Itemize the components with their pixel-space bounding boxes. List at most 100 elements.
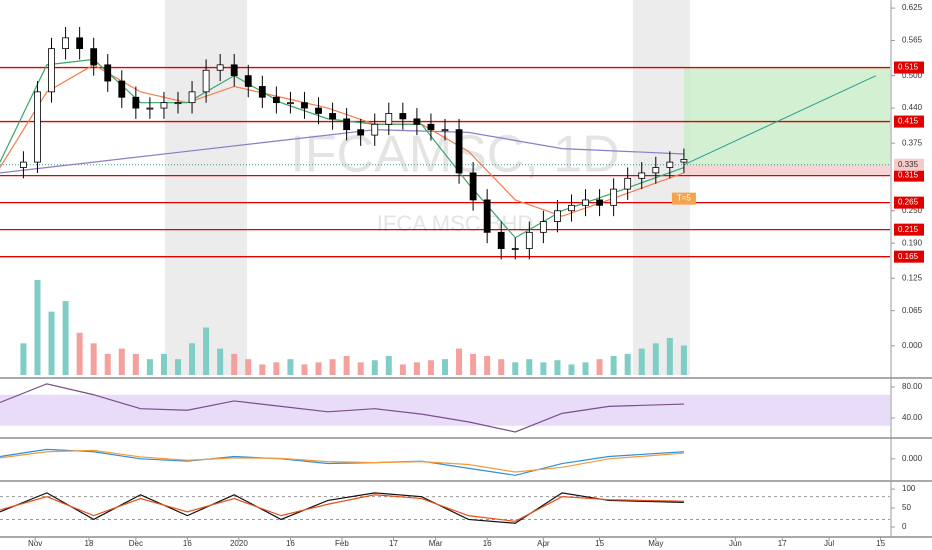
projection-line: [683, 75, 877, 166]
candle-body: [118, 80, 126, 98]
level-label-box: [894, 196, 924, 209]
candle-body: [272, 96, 280, 104]
candle-body: [385, 113, 393, 125]
x-tick-label: Jul: [824, 539, 834, 548]
level-label: 0.265: [898, 198, 919, 207]
x-tick-label: 2020: [230, 539, 248, 548]
level-label: 0.165: [898, 252, 919, 261]
candle-body: [483, 199, 491, 233]
volume-bar: [329, 359, 336, 375]
volume-bar: [596, 359, 603, 375]
candle-body: [554, 210, 561, 222]
candle-body: [34, 91, 41, 163]
x-tick-label: 18: [85, 539, 94, 548]
y-tick-label: 40.00: [902, 413, 923, 422]
candle-body: [258, 86, 266, 98]
volume-bar: [245, 359, 252, 375]
volume-bar: [259, 364, 266, 375]
volume-bar: [104, 353, 111, 375]
candle-body: [76, 37, 84, 50]
candle-body: [624, 177, 632, 190]
candle-body: [596, 199, 603, 206]
candle-body: [497, 231, 505, 249]
x-tick-label: Dec: [129, 539, 143, 548]
volume-bar: [442, 359, 448, 375]
volume-bar: [413, 362, 420, 375]
volume-bar: [582, 362, 589, 375]
volume-bar: [371, 360, 378, 375]
candle-body: [104, 64, 112, 82]
volume-bar: [217, 348, 224, 375]
volume-bar: [680, 345, 687, 375]
x-tick-label: Mar: [429, 539, 443, 548]
y-tick-label: 50: [902, 503, 911, 512]
level-label: 0.215: [898, 225, 919, 234]
candle-body: [413, 118, 421, 125]
volume-bar: [20, 343, 27, 375]
volume-bar: [540, 362, 547, 375]
level-label: 0.515: [898, 63, 919, 72]
volume-bar: [273, 362, 280, 375]
candle-body: [287, 102, 294, 105]
volume-bar: [160, 353, 167, 375]
level-label: 0.415: [898, 117, 919, 126]
volume-bar: [427, 360, 434, 375]
candle-body: [568, 204, 575, 212]
candle-body: [90, 48, 98, 66]
y-tick-label: 0.440: [902, 103, 923, 112]
y-tick-label: 0.625: [902, 3, 923, 12]
level-label-box: [894, 61, 924, 74]
x-tick-label: 15: [876, 539, 885, 548]
candle-body: [638, 172, 646, 179]
candle-body: [357, 129, 365, 136]
candle-body: [441, 129, 449, 132]
volume-bar: [526, 359, 533, 375]
candle-body: [132, 96, 140, 109]
x-tick-label: Apr: [537, 539, 550, 548]
candle-body: [399, 113, 407, 120]
candle-body: [188, 91, 196, 104]
x-tick-label: Feb: [335, 539, 349, 548]
series-line: [0, 449, 684, 473]
candle-body: [652, 167, 660, 174]
candle-body: [680, 159, 688, 163]
volume-bar: [385, 356, 392, 375]
y-tick-label: 0.000: [902, 341, 923, 350]
y-tick-label: 80.00: [902, 382, 923, 391]
volume-bar: [90, 343, 97, 375]
candle-body: [511, 248, 519, 250]
level-label-box: [894, 169, 924, 182]
candle-body: [216, 64, 224, 71]
candle-body: [48, 48, 55, 93]
candle-body: [230, 64, 238, 77]
candle-body: [427, 123, 435, 131]
level-label-box: [894, 250, 924, 263]
candle-body: [146, 107, 154, 110]
last-price-box: [894, 158, 924, 171]
last-price-label: 0.335: [898, 160, 919, 169]
series-line: [0, 494, 684, 522]
candle-body: [174, 102, 182, 105]
x-tick-label: 16: [483, 539, 492, 548]
candle-body: [160, 102, 168, 109]
volume-bar: [554, 360, 561, 375]
candle-body: [371, 123, 379, 136]
candle-body: [455, 129, 463, 174]
volume-bar: [610, 356, 617, 375]
volume-bar: [132, 353, 139, 375]
volume-bar: [568, 364, 575, 375]
level-label-box: [894, 223, 924, 236]
candle-body: [301, 102, 308, 109]
y-tick-label: 100: [902, 484, 916, 493]
candle-body: [539, 221, 547, 233]
volume-bar: [638, 348, 645, 375]
candle-body: [610, 188, 618, 206]
stop-zone: [683, 164, 890, 176]
candle-body: [469, 172, 477, 201]
band: [0, 394, 890, 426]
series-line: [0, 492, 684, 524]
candle-body: [329, 113, 336, 120]
volume-bar: [456, 348, 463, 375]
volume-bar: [315, 362, 322, 375]
